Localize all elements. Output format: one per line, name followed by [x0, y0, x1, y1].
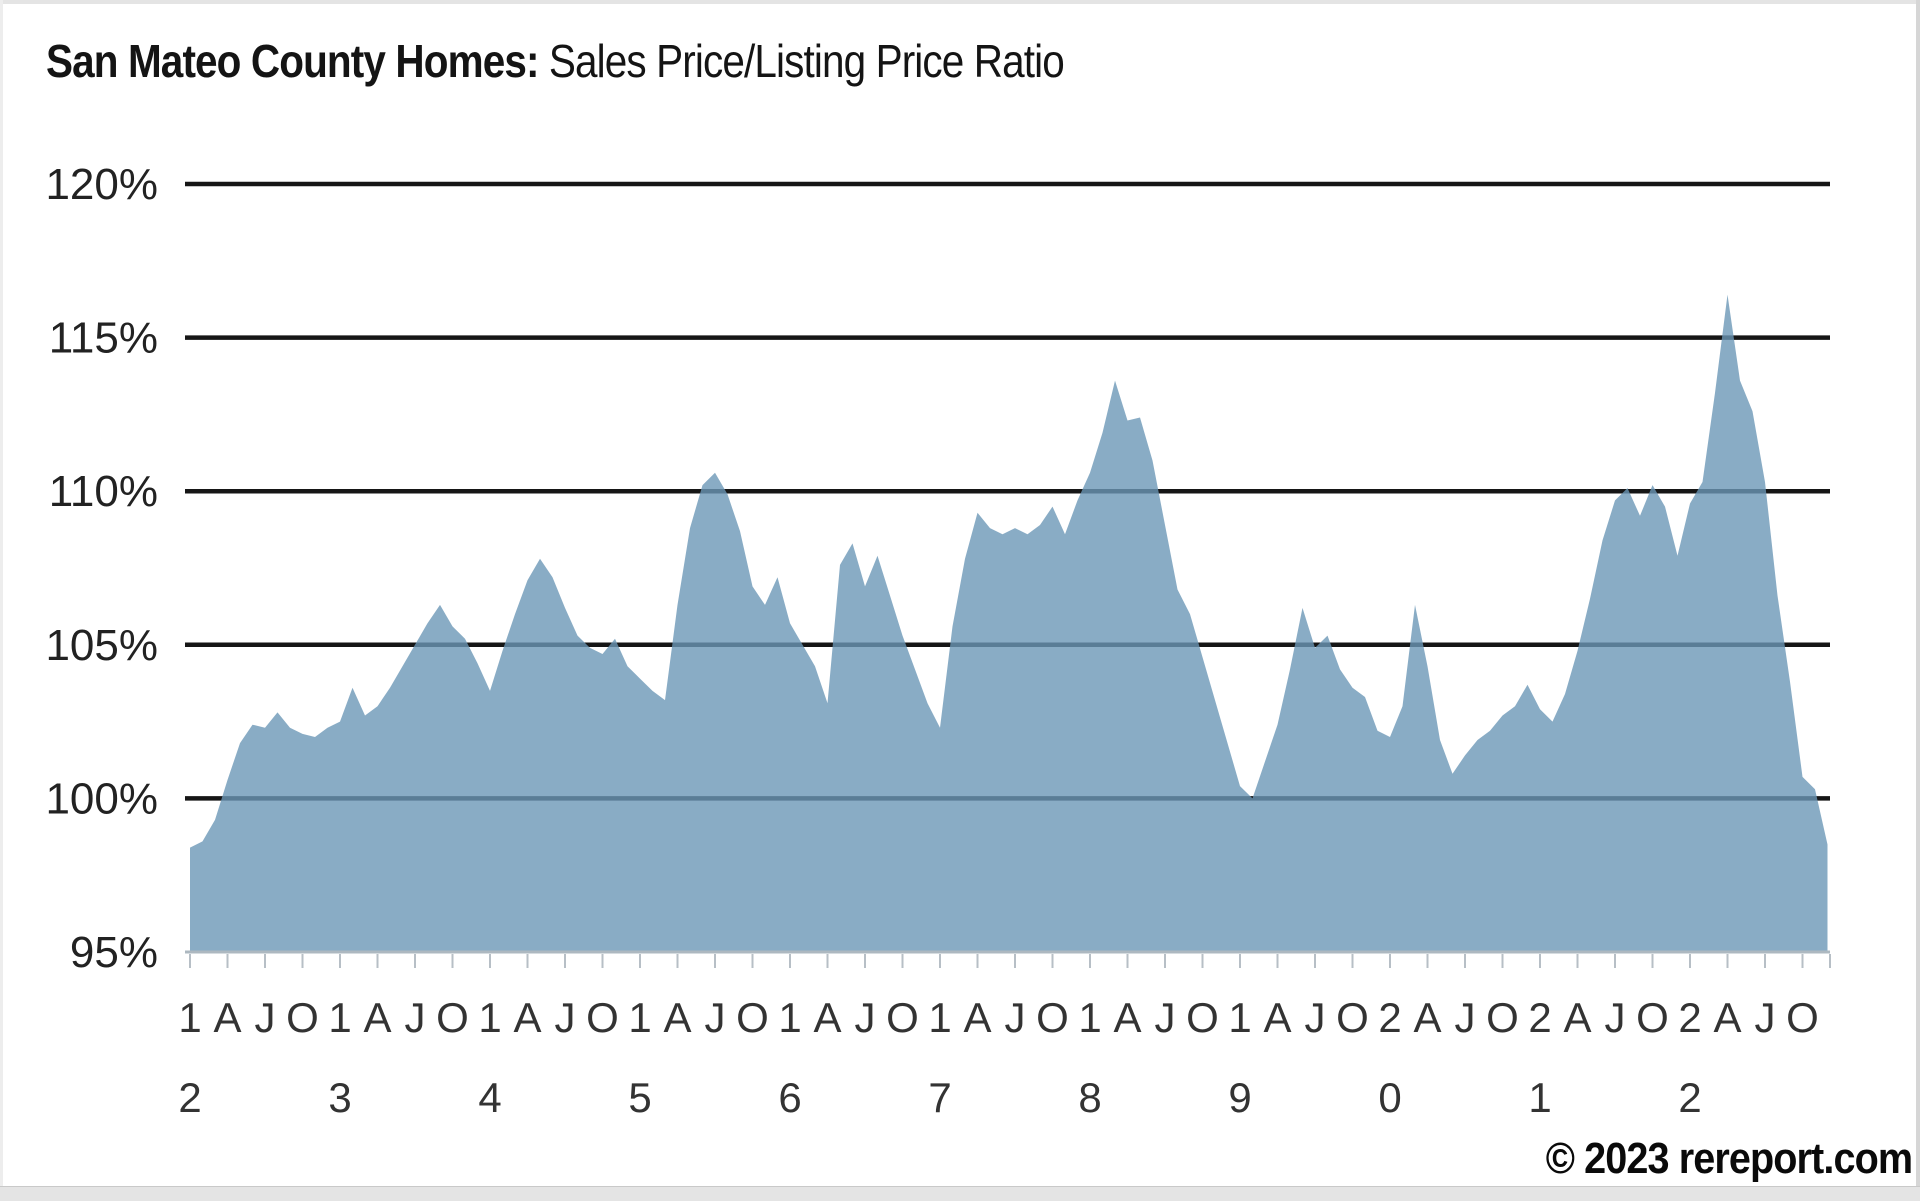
x-axis-year-label: 6 — [778, 1074, 801, 1121]
y-axis-label-120: 120% — [45, 160, 158, 209]
x-axis-quarter-label: A — [1713, 994, 1741, 1041]
x-axis-quarter-label: O — [886, 994, 919, 1041]
x-axis-quarter-label: 1 — [1078, 994, 1101, 1041]
chart-title: San Mateo County Homes: Sales Price/List… — [46, 34, 1065, 88]
x-axis-quarter-label: O — [286, 994, 319, 1041]
x-axis-quarter-label: 1 — [1228, 994, 1251, 1041]
x-axis-quarter-label: J — [855, 994, 876, 1041]
x-axis-year-label: 7 — [928, 1074, 951, 1121]
x-axis-quarter-label: A — [1113, 994, 1141, 1041]
x-axis-quarter-label: J — [1605, 994, 1626, 1041]
x-axis-quarter-label: O — [1786, 994, 1819, 1041]
x-axis-quarter-label: O — [1036, 994, 1069, 1041]
x-axis-year-label: 5 — [628, 1074, 651, 1121]
x-axis-quarter-label: 1 — [478, 994, 501, 1041]
chart-title-bold: San Mateo County Homes: — [46, 35, 539, 87]
chart-title-regular: Sales Price/Listing Price Ratio — [538, 35, 1065, 87]
x-axis-quarter-label: J — [255, 994, 276, 1041]
x-axis-quarter-label: 2 — [1378, 994, 1401, 1041]
x-axis-year-label: 1 — [1528, 1074, 1551, 1121]
x-axis-year-label: 2 — [178, 1074, 201, 1121]
page-bottom-border — [0, 1186, 1920, 1201]
x-axis-year-label: 3 — [328, 1074, 351, 1121]
x-axis-quarter-label: J — [1455, 994, 1476, 1041]
x-axis-quarter-label: 2 — [1678, 994, 1701, 1041]
x-axis-quarter-label: A — [663, 994, 691, 1041]
page-right-border — [1916, 0, 1920, 1200]
x-axis-quarter-label: O — [1186, 994, 1219, 1041]
x-axis-quarter-label: A — [813, 994, 841, 1041]
x-axis-quarter-label: J — [1305, 994, 1326, 1041]
x-axis-quarter-label: 1 — [178, 994, 201, 1041]
page-left-border — [0, 0, 3, 1200]
x-axis-quarter-label: J — [1155, 994, 1176, 1041]
x-axis-quarter-label: A — [1413, 994, 1441, 1041]
x-axis-quarter-label: O — [1636, 994, 1669, 1041]
y-axis-label-110: 110% — [49, 467, 158, 516]
x-axis-quarter-label: A — [1563, 994, 1591, 1041]
x-axis-quarter-label: A — [963, 994, 991, 1041]
x-axis-year-label: 2 — [1678, 1074, 1701, 1121]
copyright-text: © 2023 rereport.com — [1545, 1134, 1913, 1183]
x-axis-quarter-label: 1 — [928, 994, 951, 1041]
y-axis-label-100: 100% — [45, 774, 158, 823]
x-axis-quarter-label: O — [586, 994, 619, 1041]
x-axis-quarter-label: J — [1755, 994, 1776, 1041]
x-axis-quarter-label: A — [213, 994, 241, 1041]
y-axis-label-95: 95% — [70, 928, 158, 977]
x-axis-quarter-label: 1 — [328, 994, 351, 1041]
x-axis-quarter-label: O — [436, 994, 469, 1041]
x-axis-quarter-label: 1 — [778, 994, 801, 1041]
sales-list-ratio-area — [190, 294, 1828, 953]
x-axis-quarter-label: J — [405, 994, 426, 1041]
x-axis-year-label: 9 — [1228, 1074, 1251, 1121]
page-top-border — [0, 0, 1920, 4]
y-axis-label-105: 105% — [45, 621, 158, 670]
x-axis-year-label: 8 — [1078, 1074, 1101, 1121]
x-axis-quarter-label: A — [1263, 994, 1291, 1041]
x-axis-year-label: 0 — [1378, 1074, 1401, 1121]
x-axis-quarter-label: A — [513, 994, 541, 1041]
y-axis-label-115: 115% — [49, 314, 158, 363]
x-axis-quarter-label: O — [1336, 994, 1369, 1041]
x-axis-quarter-label: O — [736, 994, 769, 1041]
x-axis-quarter-label: O — [1486, 994, 1519, 1041]
x-axis-year-label: 4 — [478, 1074, 501, 1121]
x-axis-quarter-label: 1 — [628, 994, 651, 1041]
x-axis-quarter-label: J — [555, 994, 576, 1041]
x-axis-quarter-label: 2 — [1528, 994, 1551, 1041]
x-axis-quarter-label: J — [705, 994, 726, 1041]
x-axis-quarter-label: A — [363, 994, 391, 1041]
x-axis-quarter-label: J — [1005, 994, 1026, 1041]
